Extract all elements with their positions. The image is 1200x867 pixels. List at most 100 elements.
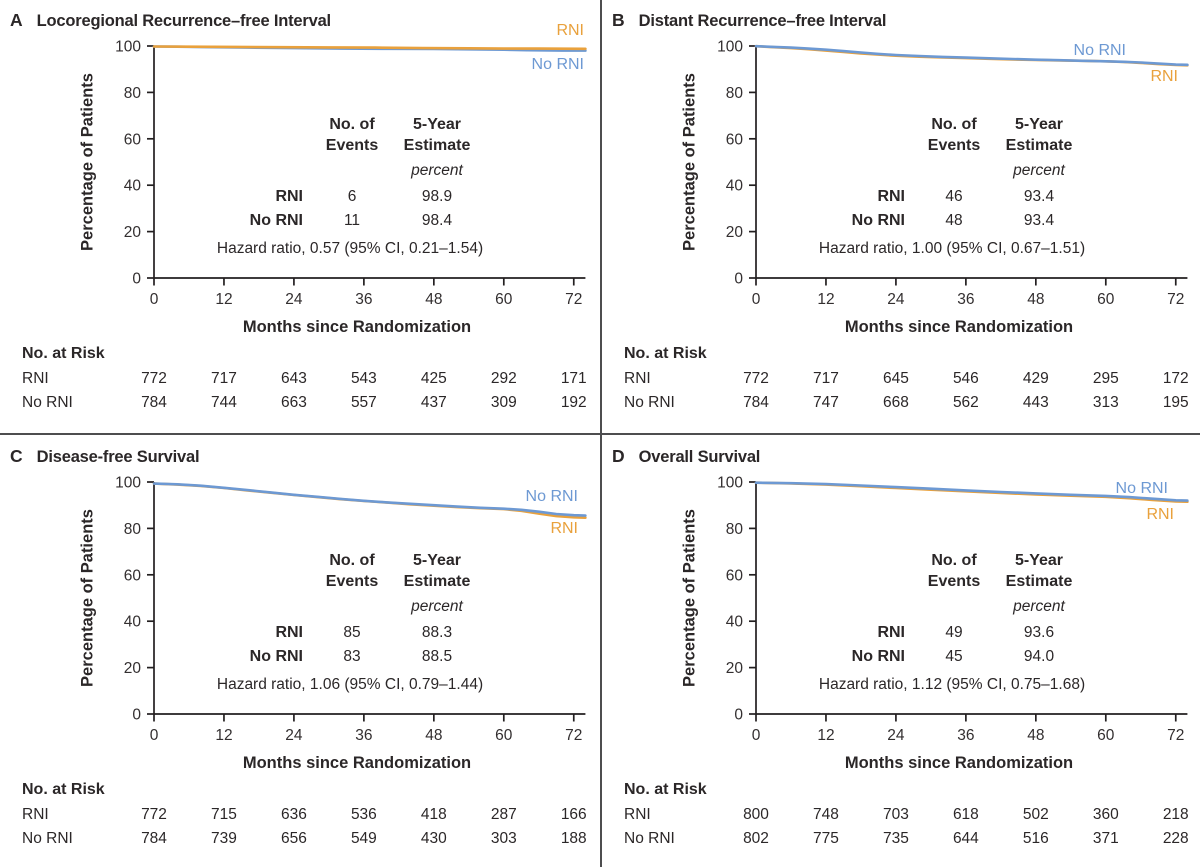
svg-text:20: 20 — [124, 660, 142, 677]
at-risk-count: 802 — [743, 830, 769, 847]
events-column-header: No. of Events — [325, 116, 379, 154]
at-risk-count: 549 — [350, 830, 377, 847]
estimate-value: 93.4 — [1023, 212, 1055, 229]
at-risk-row-rni: RNI 772 715 636 536 418 287 166 — [0, 806, 600, 826]
estimate-column-header: 5-Year Estimate — [403, 552, 471, 590]
legend-label-rni: RNI — [550, 520, 578, 537]
svg-text:24: 24 — [285, 291, 303, 308]
svg-text:48: 48 — [1027, 727, 1044, 744]
at-risk-count: 775 — [813, 830, 839, 847]
estimate-value: 98.9 — [421, 188, 453, 205]
at-risk-count: 172 — [1162, 370, 1189, 387]
at-risk-count: 228 — [1162, 830, 1189, 847]
svg-text:40: 40 — [726, 614, 744, 631]
events-value: 85 — [343, 624, 361, 641]
svg-text:0: 0 — [734, 271, 743, 288]
events-column-header: No. of Events — [325, 552, 379, 590]
svg-text:80: 80 — [726, 85, 744, 102]
at-risk-count: 360 — [1092, 806, 1119, 823]
at-risk-count: 171 — [560, 370, 587, 387]
at-risk-count: 744 — [211, 394, 237, 411]
at-risk-count: 643 — [280, 370, 307, 387]
panel-header: B Distant Recurrence–free Interval — [612, 10, 886, 31]
at-risk-count: 644 — [952, 830, 979, 847]
at-risk-count: 663 — [280, 394, 307, 411]
estimate-column-header: 5-Year Estimate — [403, 116, 471, 154]
svg-text:12: 12 — [817, 727, 834, 744]
at-risk-count: 645 — [882, 370, 909, 387]
at-risk-row-no-rni: No RNI 802 775 735 644 516 371 228 — [602, 830, 1200, 850]
at-risk-count: 772 — [141, 370, 167, 387]
km-curve-no-rni — [754, 44, 1189, 67]
at-risk-count: 717 — [211, 370, 237, 387]
svg-text:0: 0 — [132, 707, 141, 724]
svg-text:100: 100 — [717, 475, 743, 492]
x-axis-label: Months since Randomization — [242, 754, 472, 772]
at-risk-count: 516 — [1022, 830, 1049, 847]
svg-text:48: 48 — [425, 727, 442, 744]
panel-a-locoregional-recurrence: A Locoregional Recurrence–free Interval P… — [0, 0, 600, 432]
svg-text:48: 48 — [425, 291, 442, 308]
estimate-value: 98.4 — [421, 212, 453, 229]
no-at-risk-heading: No. at Risk — [22, 781, 105, 798]
at-risk-count: 287 — [490, 806, 517, 823]
at-risk-count: 562 — [952, 394, 979, 411]
events-value: 45 — [945, 648, 963, 665]
legend-label-rni: RNI — [1150, 68, 1178, 85]
estimate-value: 88.5 — [421, 648, 453, 665]
at-risk-count: 636 — [280, 806, 307, 823]
at-risk-count: 618 — [952, 806, 979, 823]
events-value: 49 — [945, 624, 963, 641]
legend-label-no-rni: No RNI — [1115, 480, 1168, 497]
at-risk-count: 218 — [1162, 806, 1189, 823]
hazard-ratio-text: Hazard ratio, 1.06 (95% CI, 0.79–1.44) — [216, 676, 484, 693]
panel-title: Overall Survival — [638, 448, 761, 466]
at-risk-count: 748 — [813, 806, 839, 823]
at-risk-count: 772 — [743, 370, 769, 387]
svg-text:80: 80 — [726, 521, 744, 538]
panel-header: C Disease-free Survival — [10, 446, 200, 467]
at-risk-row-no-rni: No RNI 784 747 668 562 443 313 195 — [602, 394, 1200, 414]
panel-letter: C — [10, 446, 23, 466]
at-risk-count: 546 — [952, 370, 979, 387]
svg-text:48: 48 — [1027, 291, 1044, 308]
estimate-value: 88.3 — [421, 624, 453, 641]
legend-label-no-rni: No RNI — [1073, 42, 1126, 59]
svg-text:60: 60 — [124, 131, 142, 148]
svg-text:0: 0 — [734, 707, 743, 724]
at-risk-count: 437 — [420, 394, 447, 411]
svg-text:60: 60 — [1097, 291, 1115, 308]
svg-text:36: 36 — [957, 727, 974, 744]
svg-text:60: 60 — [495, 727, 513, 744]
panel-header: D Overall Survival — [612, 446, 760, 467]
panel-c-disease-free-survival: C Disease-free Survival Percentage of Pat… — [0, 436, 600, 867]
svg-text:60: 60 — [726, 567, 744, 584]
svg-text:80: 80 — [124, 521, 142, 538]
at-risk-count: 717 — [813, 370, 839, 387]
at-risk-count: 443 — [1022, 394, 1049, 411]
panel-title: Disease-free Survival — [36, 448, 200, 466]
at-risk-count: 429 — [1022, 370, 1049, 387]
at-risk-count: 656 — [280, 830, 307, 847]
at-risk-count: 800 — [743, 806, 769, 823]
panel-d-overall-survival: D Overall Survival Percentage of Patients… — [602, 436, 1200, 867]
svg-text:72: 72 — [565, 291, 582, 308]
x-axis-label: Months since Randomization — [242, 318, 472, 336]
svg-text:60: 60 — [124, 567, 142, 584]
svg-text:0: 0 — [752, 291, 761, 308]
at-risk-row-no-rni: No RNI 784 739 656 549 430 303 188 — [0, 830, 600, 850]
svg-text:24: 24 — [285, 727, 303, 744]
at-risk-count: 371 — [1092, 830, 1119, 847]
at-risk-count: 536 — [350, 806, 377, 823]
svg-text:72: 72 — [565, 727, 582, 744]
panel-letter: B — [612, 10, 625, 30]
svg-text:20: 20 — [124, 224, 142, 241]
svg-text:60: 60 — [726, 131, 744, 148]
km-curve-rni — [152, 45, 587, 51]
events-value: 11 — [343, 212, 361, 229]
svg-text:72: 72 — [1167, 291, 1184, 308]
at-risk-count: 739 — [211, 830, 237, 847]
svg-text:36: 36 — [355, 291, 372, 308]
at-risk-count: 309 — [490, 394, 517, 411]
